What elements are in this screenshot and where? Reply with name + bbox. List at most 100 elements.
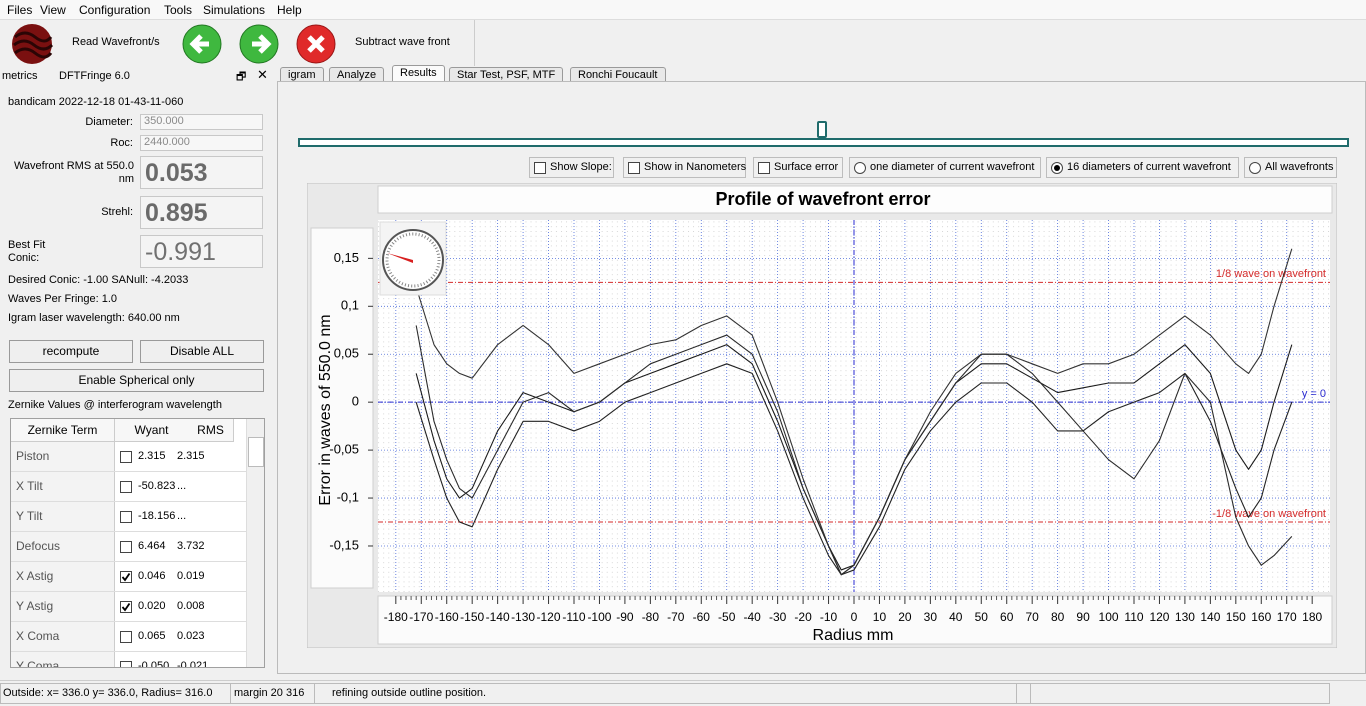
tab[interactable]: Star Test, PSF, MTF [449, 67, 564, 82]
checkbox[interactable] [534, 162, 546, 174]
y-tick-label: 0,15 [334, 250, 359, 265]
spherical-button[interactable]: Enable Spherical only [9, 369, 264, 392]
radio[interactable] [1051, 162, 1063, 174]
radio-option[interactable]: All wavefronts [1244, 157, 1337, 178]
float-button[interactable]: 🗗 [236, 71, 247, 83]
x-tick-label: -130 [511, 610, 535, 624]
x-tick-label: -80 [642, 610, 660, 624]
checkbox-option[interactable]: Show in Nanometers [623, 157, 746, 178]
checkbox[interactable] [120, 541, 132, 553]
conic-label: Best Fit Conic: [8, 239, 46, 264]
x-tick-label: 20 [898, 610, 912, 624]
table-row: Y Tilt -18.156... [11, 502, 246, 532]
dock-title: DFTFringe 6.0 [59, 70, 130, 82]
menu-item[interactable]: View [40, 3, 66, 17]
title-bar [377, 185, 1333, 214]
x-tick-label: -70 [667, 610, 685, 624]
close-button[interactable]: ✕ [257, 67, 268, 82]
x-tick-label: -50 [718, 610, 736, 624]
checkbox[interactable] [628, 162, 640, 174]
x-axis-panel [377, 595, 1333, 645]
zernike-table: Zernike Term Wyant RMS Piston 2.315 2.315 X Ti… [10, 418, 265, 668]
delete-button[interactable] [295, 23, 337, 65]
x-tick-label: 30 [924, 610, 938, 624]
scroll-thumb[interactable] [248, 437, 264, 467]
diameter-field[interactable]: 350.000 [140, 114, 263, 130]
roc-field[interactable]: 2440.000 [140, 135, 263, 151]
read-icon[interactable] [11, 23, 53, 65]
rms-cell: 0.023 [177, 630, 205, 642]
wave-slider[interactable] [298, 138, 1349, 147]
radio-option[interactable]: one diameter of current wavefront [849, 157, 1041, 178]
column-header[interactable]: Wyant [115, 419, 189, 442]
radio[interactable] [1249, 162, 1261, 174]
tab[interactable]: Results [392, 65, 445, 82]
tab[interactable]: Ronchi Foucault [570, 67, 666, 82]
checkbox-option[interactable]: Show Slope: [529, 157, 614, 178]
y-tick-label: 0,1 [341, 298, 359, 313]
status-message: refining outside outline position. [314, 683, 1031, 704]
x-tick-label: -30 [769, 610, 787, 624]
term-cell: X Coma [11, 622, 115, 651]
recompute-button[interactable]: recompute [9, 340, 133, 363]
menu-item[interactable]: Tools [164, 3, 193, 17]
option-label[interactable]: one diameter of current wavefront [870, 161, 1035, 173]
x-tick-label: 140 [1200, 610, 1220, 624]
checkbox[interactable] [120, 571, 132, 583]
y-tick-label: -0,1 [337, 489, 359, 504]
term-cell: Y Coma [11, 652, 115, 667]
checkbox[interactable] [758, 162, 770, 174]
x-tick-label: 90 [1076, 610, 1090, 624]
menu-item[interactable]: Files [7, 3, 33, 17]
checkbox[interactable] [120, 481, 132, 493]
x-tick-label: 100 [1099, 610, 1119, 624]
checkbox[interactable] [120, 661, 132, 667]
conic-value: -0.991 [140, 235, 263, 268]
tab[interactable]: Analyze [329, 67, 385, 82]
menu-item[interactable]: Simulations [203, 3, 266, 17]
checkbox[interactable] [120, 631, 132, 643]
slider-handle[interactable] [817, 121, 827, 138]
term-cell: Piston [11, 442, 115, 471]
x-tick-label: -180 [384, 610, 408, 624]
reference-label: y = 0 [1302, 388, 1326, 400]
disable-all-button[interactable]: Disable ALL [140, 340, 264, 363]
x-tick-label: 130 [1175, 610, 1195, 624]
wyant-cell: 0.065 [138, 630, 166, 642]
option-label[interactable]: Show Slope: [550, 161, 612, 173]
checkbox[interactable] [120, 511, 132, 523]
radio[interactable] [854, 162, 866, 174]
column-header[interactable]: Zernike Term [11, 419, 115, 442]
checkbox[interactable] [120, 451, 132, 463]
tab[interactable]: igram [280, 67, 324, 82]
x-tick-label: 70 [1026, 610, 1040, 624]
back-button[interactable] [181, 23, 223, 65]
option-label[interactable]: Surface error [774, 161, 839, 173]
x-tick-label: -60 [693, 610, 711, 624]
subtract-label[interactable]: Subtract wave front [355, 36, 450, 48]
toolbar: Read Wavefront/s Subtract wave front [0, 20, 475, 66]
menu-item[interactable]: Help [277, 3, 302, 17]
forward-button[interactable] [238, 23, 280, 65]
option-label[interactable]: 16 diameters of current wavefront [1067, 161, 1231, 173]
rms-cell: ... [177, 510, 187, 522]
status-margin: margin 20 316 [230, 683, 315, 704]
column-header[interactable]: RMS [188, 419, 234, 442]
option-label[interactable]: All wavefronts [1265, 161, 1334, 173]
scrollbar[interactable] [246, 419, 264, 667]
option-label[interactable]: Show in Nanometers [644, 161, 747, 173]
check-mark [121, 572, 131, 582]
radio-option[interactable]: 16 diameters of current wavefront [1046, 157, 1239, 178]
strehl-value: 0.895 [140, 196, 263, 229]
roc-label: Roc: [110, 137, 133, 149]
menu-item[interactable]: Configuration [79, 3, 151, 17]
table-row: Y Coma -0.050 -0.021 [11, 652, 246, 667]
checkbox-option[interactable]: Surface error [753, 157, 843, 178]
table-row: Y Astig 0.020 0.008 [11, 592, 246, 622]
checkbox[interactable] [120, 601, 132, 613]
dock-tab[interactable]: metrics [2, 70, 38, 82]
read-label[interactable]: Read Wavefront/s [72, 36, 160, 48]
desired-conic: Desired Conic: -1.00 SANull: -4.2033 [8, 274, 189, 286]
y-tick-label: -0,05 [329, 442, 359, 457]
rms-cell: ... [177, 480, 187, 492]
